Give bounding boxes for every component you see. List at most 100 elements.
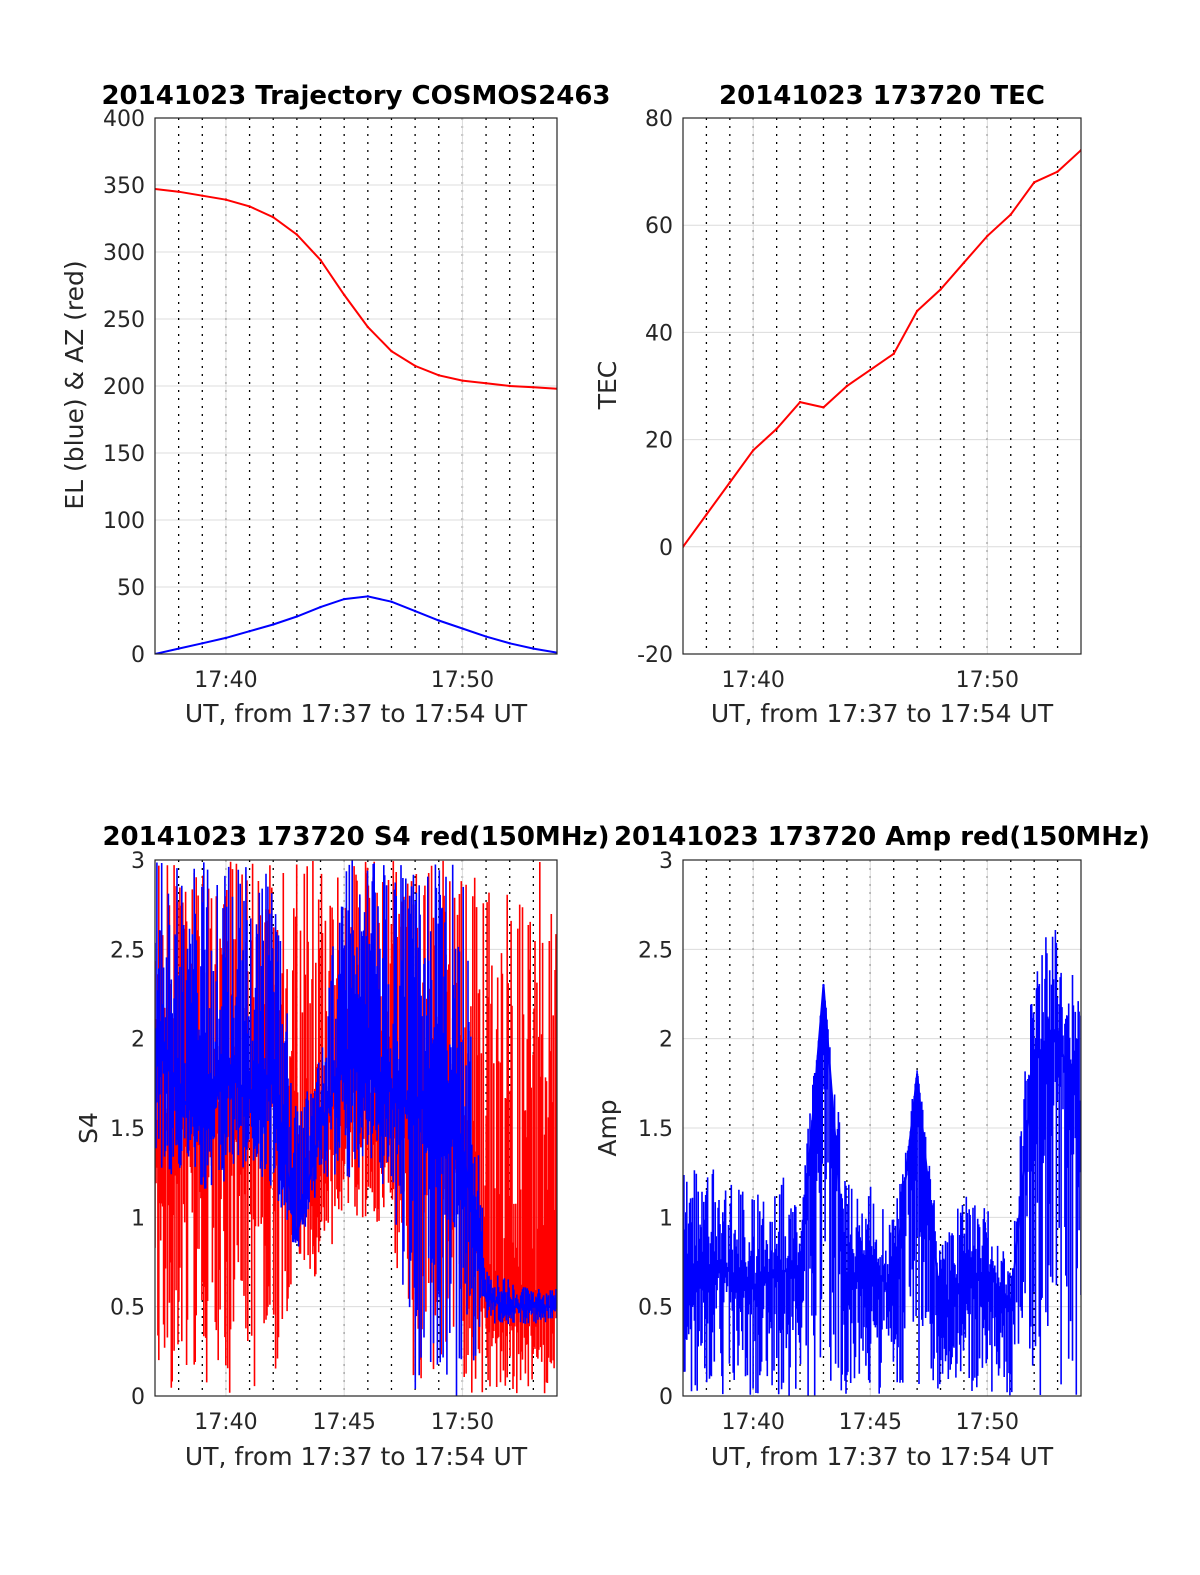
series-line [155, 595, 557, 654]
series-line [683, 985, 1081, 1310]
data-point [390, 600, 393, 603]
data-point [272, 623, 275, 626]
data-point [728, 481, 732, 484]
data-point [484, 635, 488, 638]
axes-frame [682, 117, 1082, 655]
series-band [683, 930, 1081, 1396]
axes-frame [154, 117, 558, 655]
data-point [248, 1091, 251, 1094]
data-point [177, 647, 180, 650]
data-point [1009, 213, 1012, 216]
chart-title: 20141023 Trajectory COSMOS2463 [101, 81, 610, 111]
plot-area [683, 148, 1081, 548]
data-point [224, 636, 228, 640]
data-point [248, 205, 251, 208]
axes-frame [154, 859, 558, 1397]
data-point [413, 364, 417, 368]
series-line [155, 188, 557, 390]
data-point [892, 1287, 895, 1291]
y-tick-label: 1.5 [110, 1117, 145, 1142]
data-point [177, 190, 180, 193]
data-point [822, 406, 825, 409]
data-point [366, 1073, 370, 1076]
data-point [822, 983, 825, 987]
data-point [201, 1126, 204, 1130]
x-axis-label: UT, from 17:37 to 17:54 UT [185, 1442, 528, 1471]
data-point [319, 258, 322, 262]
data-point [986, 1269, 989, 1273]
y-tick-label: 0 [659, 536, 673, 561]
y-tick-label: 350 [103, 174, 145, 199]
plot-area [683, 930, 1081, 1396]
y-tick-label: 80 [645, 107, 673, 132]
data-point [366, 325, 370, 329]
y-tick-label: 100 [103, 509, 145, 534]
data-point [775, 427, 778, 431]
y-tick-label: 200 [103, 375, 145, 400]
y-tick-label: 60 [645, 214, 673, 239]
y-tick-label: 0 [131, 643, 145, 668]
data-point [342, 1055, 346, 1058]
y-tick-label: 2 [131, 1028, 145, 1053]
y-tick-label: 0.5 [638, 1296, 673, 1321]
y-tick-label: 20 [645, 429, 673, 454]
x-axis-label: UT, from 17:37 to 17:54 UT [711, 699, 1054, 728]
y-tick-label: 3 [131, 849, 145, 874]
data-point [915, 309, 919, 313]
data-point [295, 615, 299, 618]
y-tick-label: 0 [131, 1385, 145, 1410]
x-tick-label: 17:40 [194, 1410, 257, 1435]
data-point [461, 627, 464, 630]
data-point [728, 1269, 732, 1273]
x-tick-label: 17:50 [956, 668, 1019, 693]
data-point [224, 198, 228, 201]
y-tick-label: 2.5 [110, 938, 145, 963]
x-tick-label: 17:40 [722, 1410, 785, 1435]
data-point [508, 384, 511, 388]
panel-amp: 20141023 173720 Amp red(150MHz) UT, from… [593, 822, 1150, 1471]
data-point [892, 352, 895, 356]
chart-title: 20141023 173720 Amp red(150MHz) [614, 822, 1150, 852]
y-tick-label: 150 [103, 442, 145, 467]
data-point [1032, 181, 1036, 184]
data-point [272, 1073, 275, 1076]
data-point [915, 1073, 919, 1076]
data-point [342, 293, 346, 297]
data-point [366, 595, 370, 598]
series-line [683, 149, 1081, 548]
data-point [413, 609, 417, 613]
data-point [705, 513, 708, 516]
data-point [845, 384, 849, 388]
y-tick-label: 0.5 [110, 1296, 145, 1321]
y-axis-label: TEC [593, 361, 622, 411]
data-point [484, 382, 488, 385]
data-point [986, 234, 989, 238]
data-point [461, 379, 464, 382]
data-point [390, 349, 393, 353]
data-point [705, 1269, 708, 1273]
data-point [1056, 170, 1059, 173]
chart-title: 20141023 173720 TEC [719, 81, 1045, 111]
y-axis-label: EL (blue) & AZ (red) [60, 260, 89, 509]
data-point [532, 1305, 535, 1308]
y-tick-label: 400 [103, 107, 145, 132]
x-tick-label: 17:50 [431, 1410, 494, 1435]
data-point [869, 1269, 872, 1273]
x-axis-label: UT, from 17:37 to 17:54 UT [711, 1442, 1054, 1471]
data-point [869, 368, 872, 372]
x-tick-label: 17:45 [312, 1410, 375, 1435]
y-tick-label: 250 [103, 308, 145, 333]
data-point [319, 1126, 322, 1130]
data-point [508, 642, 511, 645]
data-point [437, 1091, 440, 1094]
data-point [295, 233, 299, 236]
data-point [437, 374, 440, 377]
data-point [461, 1144, 464, 1148]
chart-title: 20141023 173720 S4 red(150MHz) [102, 822, 609, 852]
data-point [319, 605, 322, 609]
plot-area [155, 187, 557, 654]
axes-frame [682, 859, 1082, 1397]
data-point [248, 630, 251, 633]
x-tick-label: 17:40 [194, 668, 257, 693]
